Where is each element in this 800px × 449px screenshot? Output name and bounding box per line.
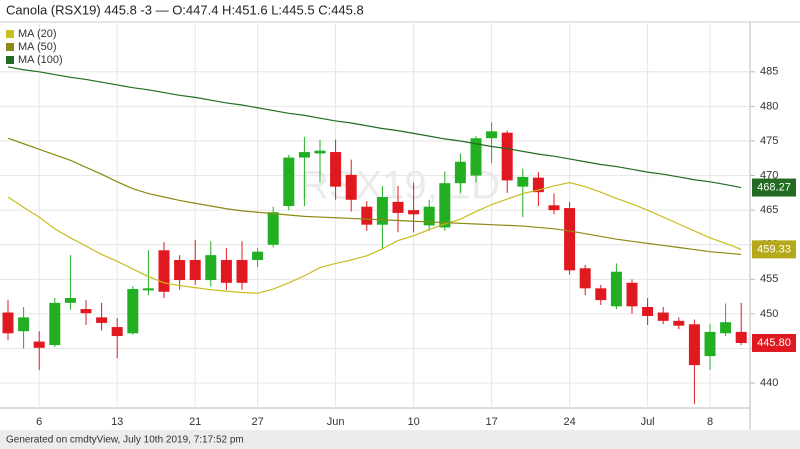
candle-body — [642, 307, 654, 316]
y-tick-label: 485 — [760, 66, 778, 78]
candle-body — [189, 259, 201, 281]
x-tick-label: 21 — [189, 416, 201, 428]
candle-body — [548, 205, 560, 211]
y-tick-label: 470 — [760, 169, 778, 181]
candle-body — [205, 255, 217, 281]
candle-body — [439, 183, 451, 228]
legend-swatch — [6, 43, 14, 51]
candle-body — [720, 322, 732, 334]
candle-body — [517, 176, 529, 187]
y-tick-label: 475 — [760, 135, 778, 147]
legend-label: MA (100) — [18, 54, 63, 66]
candle-body — [595, 288, 607, 301]
candle-body — [18, 317, 30, 332]
ma-line — [7, 137, 742, 256]
close-badge-bg — [752, 333, 796, 352]
candle-body — [361, 206, 373, 225]
candle-body — [252, 251, 264, 260]
close-badge: 445.80 — [757, 337, 791, 349]
legend-label: MA (50) — [18, 41, 57, 53]
y-tick-label: 440 — [760, 377, 778, 389]
candle-body — [486, 131, 498, 139]
ma-line — [7, 66, 742, 189]
y-tick-label: 455 — [760, 273, 778, 285]
candle-body — [111, 327, 123, 337]
x-tick-label: 6 — [36, 416, 42, 428]
candle-body — [610, 271, 622, 307]
x-tick-label: Jun — [327, 416, 345, 428]
candle-body — [49, 302, 61, 346]
candle-body — [236, 259, 248, 283]
candle-body — [704, 331, 716, 357]
candle-body — [298, 152, 310, 158]
candle-body — [423, 206, 435, 226]
y-tick-label: 465 — [760, 204, 778, 216]
candle-body — [158, 250, 170, 292]
candle-body — [501, 132, 513, 181]
ma20-badge: 459.33 — [757, 243, 791, 255]
legend-label: MA (20) — [18, 28, 57, 40]
candle-body — [735, 331, 747, 343]
x-tick-label: Jul — [641, 416, 655, 428]
chart-title: Canola (RSX19) 445.8 -3 — O:447.4 H:451.… — [6, 2, 364, 17]
ma100-badge: 468.27 — [757, 181, 791, 193]
candle-body — [564, 208, 576, 271]
y-tick-label: 450 — [760, 308, 778, 320]
candle-body — [220, 259, 232, 283]
legend-swatch — [6, 30, 14, 38]
x-tick-label: 13 — [111, 416, 123, 428]
x-tick-label: 17 — [485, 416, 497, 428]
candle-body — [454, 161, 466, 184]
watermark: RSX19, 1D — [300, 164, 500, 208]
candle-body — [688, 324, 700, 366]
legend-swatch — [6, 56, 14, 64]
candle-body — [330, 152, 342, 187]
candle-body — [283, 157, 295, 207]
ma100-badge-bg — [752, 178, 796, 197]
candle-body — [64, 298, 76, 303]
candle-body — [626, 282, 638, 307]
candle-body — [142, 288, 154, 291]
candle-body — [345, 174, 357, 200]
candle-body — [673, 320, 685, 326]
candle-body — [2, 312, 14, 334]
candle-body — [80, 309, 92, 314]
candle-body — [267, 212, 279, 245]
candle-body — [174, 259, 186, 281]
candle-body — [314, 150, 326, 154]
footer-text: Generated on cmdtyView, July 10th 2019, … — [6, 435, 244, 446]
candle-body — [579, 268, 591, 289]
y-tick-label: 480 — [760, 100, 778, 112]
footer-bar — [0, 430, 800, 449]
candle-body — [408, 210, 420, 215]
candle-body — [96, 317, 108, 323]
candle-body — [33, 341, 45, 348]
ma-line — [7, 181, 742, 294]
candle-body — [127, 289, 139, 334]
x-tick-label: 27 — [251, 416, 263, 428]
candle-body — [470, 138, 482, 176]
x-tick-label: 24 — [563, 416, 575, 428]
candle-body — [532, 177, 544, 193]
x-tick-label: 10 — [407, 416, 419, 428]
candle-body — [657, 312, 669, 321]
x-tick-label: 8 — [707, 416, 713, 428]
candle-body — [376, 197, 388, 225]
ma20-badge-bg — [752, 240, 796, 259]
candle-body — [392, 201, 404, 213]
